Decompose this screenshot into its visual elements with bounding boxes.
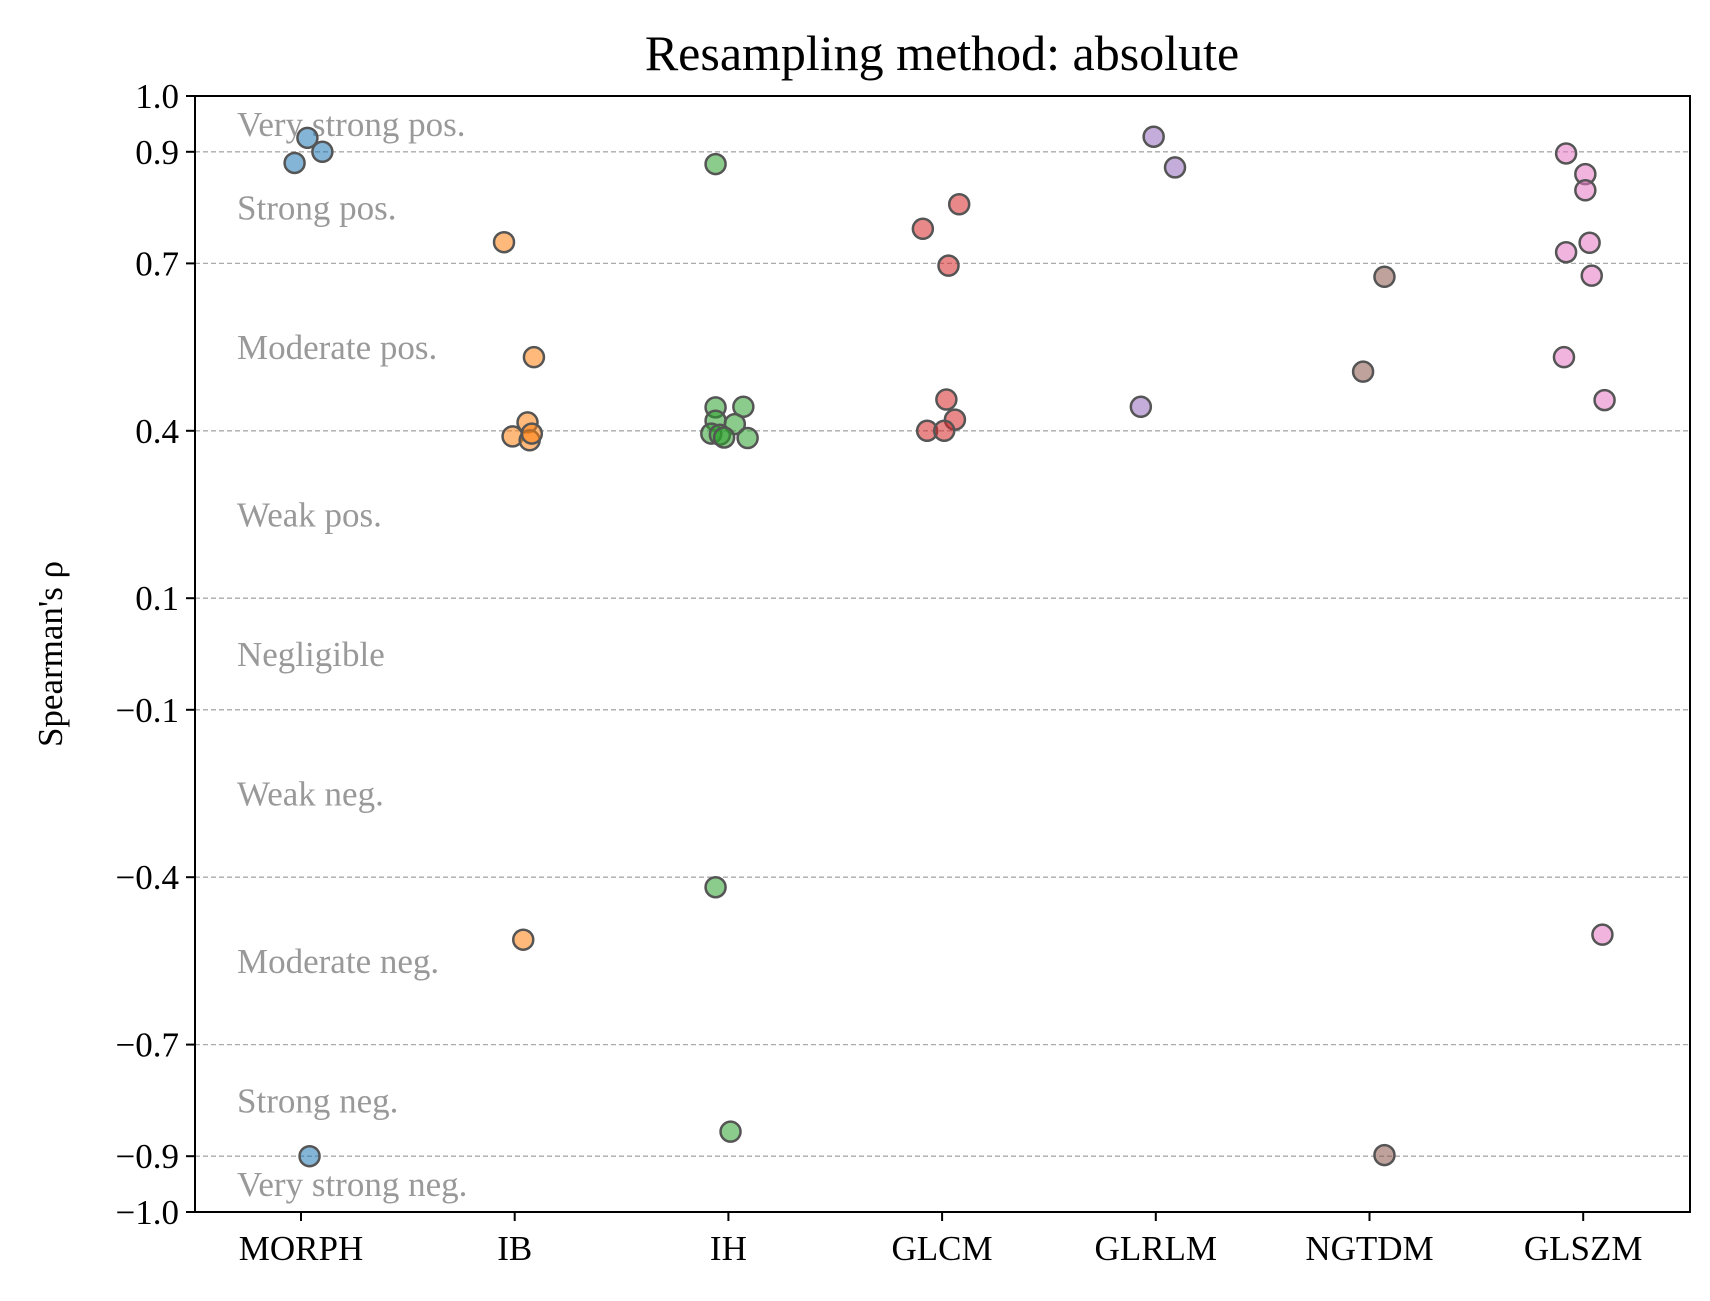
x-tick-label: GLCM: [892, 1229, 993, 1268]
band-label: Weak neg.: [237, 775, 384, 814]
y-tick-label: −0.1: [116, 691, 180, 730]
data-point: [911, 217, 935, 241]
data-point: [492, 230, 516, 254]
band-label: Strong pos.: [237, 189, 396, 228]
data-point: [1373, 265, 1396, 289]
data-point: [935, 388, 958, 411]
data-point: [520, 422, 544, 445]
data-point: [937, 254, 960, 277]
band-label: Moderate neg.: [237, 942, 439, 981]
data-point: [511, 928, 535, 951]
y-tick-label: −0.4: [116, 858, 180, 897]
y-tick-label: −1.0: [116, 1193, 180, 1232]
data-point: [1593, 388, 1616, 412]
band-label: Very strong neg.: [237, 1165, 467, 1204]
band-label: Moderate pos.: [237, 328, 437, 367]
x-tick-label: GLRLM: [1095, 1229, 1218, 1268]
data-point: [704, 152, 727, 176]
data-point: [296, 126, 319, 150]
data-point: [1554, 142, 1578, 165]
data-point: [1574, 179, 1597, 202]
x-tick-label: GLSZM: [1524, 1229, 1643, 1268]
data-point: [1552, 345, 1576, 369]
y-tick-label: 0.9: [135, 133, 179, 172]
band-labels: Very strong pos. Strong pos. Moderate pos.…: [237, 105, 467, 1204]
data-point: [522, 345, 546, 369]
y-tick-label: −0.9: [116, 1137, 180, 1176]
y-axis-ticks: 1.0 0.9 0.7 0.4 0.1 −0.1 −0.4 −0.7 −0.9 −1.0: [116, 77, 195, 1232]
band-label: Negligible: [237, 635, 385, 674]
data-point: [1129, 395, 1153, 419]
data-point: [283, 151, 306, 175]
chart-title: Resampling method: absolute: [645, 25, 1239, 81]
data-point: [1591, 923, 1614, 946]
data-point: [1554, 240, 1578, 264]
data-point: [1580, 264, 1603, 287]
x-tick-label: MORPH: [239, 1229, 363, 1268]
data-point: [712, 426, 736, 449]
y-tick-label: 1.0: [135, 77, 179, 116]
data-point: [932, 419, 956, 443]
y-tick-label: 0.1: [135, 579, 179, 618]
data-point: [298, 1144, 321, 1168]
x-tick-label: IB: [497, 1229, 532, 1268]
data-point: [736, 426, 759, 450]
data-point: [704, 875, 727, 899]
y-tick-label: 0.7: [135, 244, 179, 283]
x-tick-label: NGTDM: [1305, 1229, 1433, 1268]
data-point: [1163, 156, 1187, 179]
y-tick-label: −0.7: [116, 1026, 180, 1065]
data-point: [1142, 125, 1165, 148]
band-label: Weak pos.: [237, 496, 382, 535]
y-axis-label: Spearman's ρ: [31, 561, 70, 747]
x-axis-ticks: MORPH IB IH GLCM GLRLM NGTDM GLSZM: [239, 1212, 1643, 1268]
data-points: [283, 125, 1616, 1168]
data-point: [719, 1120, 742, 1143]
data-point: [947, 193, 971, 216]
y-tick-label: 0.4: [135, 412, 179, 451]
grid: [195, 95, 1690, 1157]
x-tick-label: IH: [710, 1229, 747, 1268]
band-label: Strong neg.: [237, 1081, 398, 1120]
data-point: [1373, 1143, 1396, 1167]
band-label: Very strong pos.: [237, 105, 465, 144]
data-point: [311, 140, 334, 164]
data-point: [1351, 360, 1375, 383]
data-point: [1578, 231, 1601, 255]
